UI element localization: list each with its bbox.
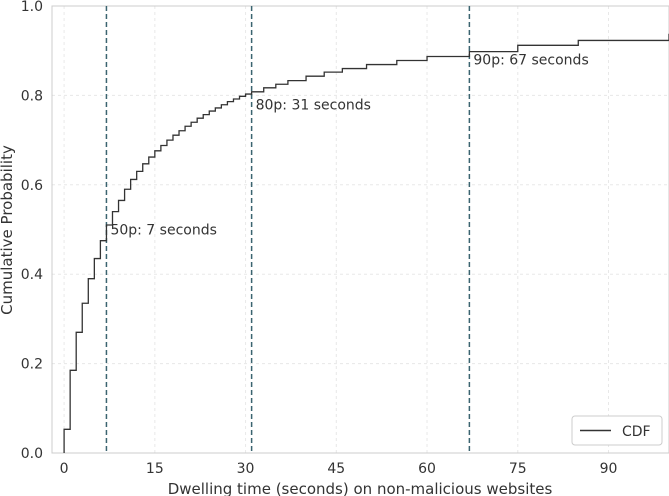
x-axis-ticks: 0 15 30 45 60 75 90: [60, 461, 618, 477]
y-tick-label: 0.2: [21, 357, 43, 373]
cdf-line: [63, 33, 669, 453]
x-axis-title: Dwelling time (seconds) on non-malicious…: [168, 480, 553, 496]
y-tick-label: 0.6: [21, 178, 43, 194]
y-tick-label: 0.8: [21, 88, 43, 104]
legend-label-cdf: CDF: [622, 424, 651, 440]
y-tick-label: 0.4: [21, 267, 43, 283]
legend-box: [571, 415, 663, 446]
grid: [52, 5, 669, 454]
y-tick-label: 0.0: [21, 446, 43, 462]
x-tick-label: 60: [418, 461, 436, 477]
percentile-annotation: 80p: 31 seconds: [256, 97, 371, 113]
x-tick-label: 90: [600, 461, 618, 477]
series-layer: [63, 33, 669, 453]
x-tick-label: 30: [237, 461, 255, 477]
percentile-lines: 50p: 7 seconds 80p: 31 seconds 90p: 67 sec…: [105, 6, 589, 453]
plot-frame: [51, 5, 669, 454]
x-tick-label: 45: [327, 461, 345, 477]
y-axis-title: Cumulative Probability: [0, 145, 16, 315]
y-axis-ticks: 0.0 0.2 0.4 0.6 0.8 1.0: [21, 0, 43, 462]
y-tick-label: 1.0: [21, 0, 43, 15]
legend: CDF: [571, 415, 663, 446]
x-tick-label: 75: [509, 461, 527, 477]
x-tick-label: 0: [60, 461, 69, 477]
percentile-annotation: 50p: 7 seconds: [110, 223, 216, 239]
percentile-annotation: 90p: 67 seconds: [473, 53, 588, 69]
x-tick-label: 15: [146, 461, 164, 477]
